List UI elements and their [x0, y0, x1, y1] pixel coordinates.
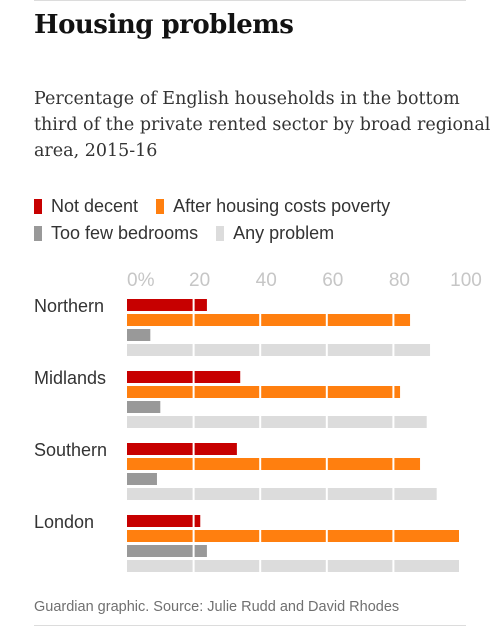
region-label-london: London — [34, 512, 94, 532]
legend-item-too-few-bedrooms: Too few bedrooms — [34, 223, 198, 244]
bottom-rule — [34, 625, 466, 626]
bar-southern-any-problem — [127, 488, 437, 500]
legend-swatch-any-problem — [216, 226, 225, 241]
bar-northern-after-housing-costs-poverty — [127, 314, 411, 326]
bar-midlands-too-few-bedrooms — [127, 401, 161, 413]
bar-london-not-decent — [127, 515, 201, 527]
legend-item-any-problem: Any problem — [216, 223, 334, 244]
legend-label-not-decent: Not decent — [51, 196, 139, 216]
bar-london-any-problem — [127, 560, 460, 572]
bar-southern-not-decent — [127, 443, 237, 455]
legend-label-after-housing-costs-poverty: After housing costs poverty — [173, 196, 391, 216]
legend-swatch-not-decent — [34, 199, 42, 214]
source-note: Guardian graphic. Source: Julie Rudd and… — [34, 599, 400, 615]
bar-midlands-not-decent — [127, 371, 241, 383]
bar-southern-too-few-bedrooms — [127, 473, 157, 485]
legend-swatch-after-housing-costs-poverty — [156, 199, 165, 214]
region-label-southern: Southern — [34, 440, 107, 460]
legend-swatch-too-few-bedrooms — [34, 226, 42, 241]
x-tick-label-40: 40 — [256, 270, 277, 291]
legend-item-after-housing-costs-poverty: After housing costs poverty — [156, 196, 390, 217]
legend-label-too-few-bedrooms: Too few bedrooms — [51, 223, 199, 243]
legend-item-not-decent: Not decent — [34, 196, 138, 217]
bar-chart: 0% 20 40 60 80 100 Northern Midlands Southern Lon… — [34, 270, 482, 572]
x-tick-label-0: 0% — [127, 270, 155, 291]
bar-northern-not-decent — [127, 299, 207, 311]
x-tick-label-60: 60 — [322, 270, 343, 291]
legend-row-2: Too few bedrooms Any problem — [34, 220, 494, 247]
bar-midlands-any-problem — [127, 416, 427, 428]
region-label-northern: Northern — [34, 296, 104, 316]
x-tick-label-80: 80 — [389, 270, 410, 291]
bar-northern-any-problem — [127, 344, 431, 356]
legend-row-1: Not decent After housing costs poverty — [34, 193, 494, 220]
bar-southern-after-housing-costs-poverty — [127, 458, 421, 470]
legend: Not decent After housing costs poverty T… — [34, 193, 494, 247]
bar-northern-too-few-bedrooms — [127, 329, 151, 341]
legend-label-any-problem: Any problem — [233, 223, 335, 243]
x-tick-label-20: 20 — [189, 270, 210, 291]
x-tick-label-100: 100 — [450, 270, 482, 291]
region-label-midlands: Midlands — [34, 368, 106, 388]
bar-london-after-housing-costs-poverty — [127, 530, 460, 542]
chart-title: Housing problems — [34, 10, 294, 40]
bar-midlands-after-housing-costs-poverty — [127, 386, 401, 398]
top-rule — [34, 0, 466, 1]
chart-subtitle: Percentage of English households in the … — [34, 89, 491, 161]
bar-london-too-few-bedrooms — [127, 545, 207, 557]
